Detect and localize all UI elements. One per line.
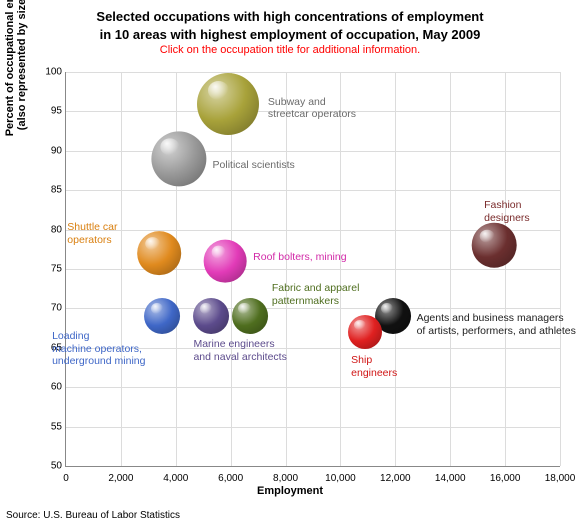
bubble-point[interactable] bbox=[137, 231, 181, 275]
x-tick: 2,000 bbox=[108, 473, 133, 484]
y-tick: 50 bbox=[34, 461, 62, 472]
x-tick: 0 bbox=[63, 473, 69, 484]
x-tick: 18,000 bbox=[545, 473, 576, 484]
point-label[interactable]: Shipengineers bbox=[351, 354, 397, 379]
x-tick: 16,000 bbox=[490, 473, 521, 484]
vgridline bbox=[286, 72, 287, 466]
gridline bbox=[66, 151, 560, 152]
gridline bbox=[66, 269, 560, 270]
y-tick: 95 bbox=[34, 106, 62, 117]
point-label[interactable]: Roof bolters, mining bbox=[253, 251, 346, 264]
gridline bbox=[66, 427, 560, 428]
gridline bbox=[66, 72, 560, 73]
point-label[interactable]: Loadingmachine operators,underground min… bbox=[52, 330, 145, 368]
x-tick: 12,000 bbox=[380, 473, 411, 484]
bubble-point[interactable] bbox=[151, 131, 206, 186]
bubble-point[interactable] bbox=[204, 240, 247, 283]
point-label[interactable]: Fashiondesigners bbox=[484, 199, 530, 224]
bubble-point[interactable] bbox=[348, 315, 382, 349]
x-tick: 14,000 bbox=[435, 473, 466, 484]
bubble-point[interactable] bbox=[472, 223, 517, 268]
y-axis-label: Percent of occupational employment(also … bbox=[4, 0, 28, 170]
y-tick: 75 bbox=[34, 264, 62, 275]
bubble-point[interactable] bbox=[197, 73, 259, 135]
chart-title: Selected occupations with high concentra… bbox=[0, 8, 580, 43]
x-tick: 6,000 bbox=[218, 473, 243, 484]
vgridline bbox=[340, 72, 341, 466]
plot-area: 5055606570758085909510002,0004,0006,0008… bbox=[65, 72, 560, 467]
gridline bbox=[66, 348, 560, 349]
chart-subtitle: Click on the occupation title for additi… bbox=[0, 44, 580, 56]
bubble-point[interactable] bbox=[144, 298, 180, 334]
title-line1: Selected occupations with high concentra… bbox=[96, 9, 483, 24]
y-tick: 55 bbox=[34, 421, 62, 432]
y-tick: 70 bbox=[34, 303, 62, 314]
x-tick: 4,000 bbox=[163, 473, 188, 484]
gridline bbox=[66, 308, 560, 309]
bubble-chart: Selected occupations with high concentra… bbox=[0, 0, 580, 527]
y-tick: 60 bbox=[34, 382, 62, 393]
y-tick: 90 bbox=[34, 145, 62, 156]
gridline bbox=[66, 190, 560, 191]
source-note: Source: U.S. Bureau of Labor Statistics bbox=[6, 510, 180, 521]
vgridline bbox=[450, 72, 451, 466]
point-label[interactable]: Shuttle caroperators bbox=[67, 221, 117, 246]
y-tick: 85 bbox=[34, 185, 62, 196]
x-tick: 10,000 bbox=[325, 473, 356, 484]
y-tick: 100 bbox=[34, 67, 62, 78]
ylabel-text: Percent of occupational employment(also … bbox=[4, 0, 28, 136]
y-tick: 65 bbox=[34, 342, 62, 353]
point-label[interactable]: Political scientists bbox=[213, 159, 295, 172]
vgridline bbox=[505, 72, 506, 466]
vgridline bbox=[560, 72, 561, 466]
point-label[interactable]: Marine engineersand naval architects bbox=[193, 338, 286, 363]
title-line2: in 10 areas with highest employment of o… bbox=[100, 27, 481, 42]
bubble-point[interactable] bbox=[232, 298, 268, 334]
x-tick: 8,000 bbox=[273, 473, 298, 484]
gridline bbox=[66, 111, 560, 112]
bubble-point[interactable] bbox=[193, 298, 229, 334]
y-tick: 80 bbox=[34, 224, 62, 235]
vgridline bbox=[395, 72, 396, 466]
vgridline bbox=[121, 72, 122, 466]
gridline bbox=[66, 387, 560, 388]
x-axis-label: Employment bbox=[0, 485, 580, 497]
point-label[interactable]: Agents and business managersof artists, … bbox=[417, 312, 576, 337]
point-label[interactable]: Subway andstreetcar operators bbox=[268, 96, 356, 121]
